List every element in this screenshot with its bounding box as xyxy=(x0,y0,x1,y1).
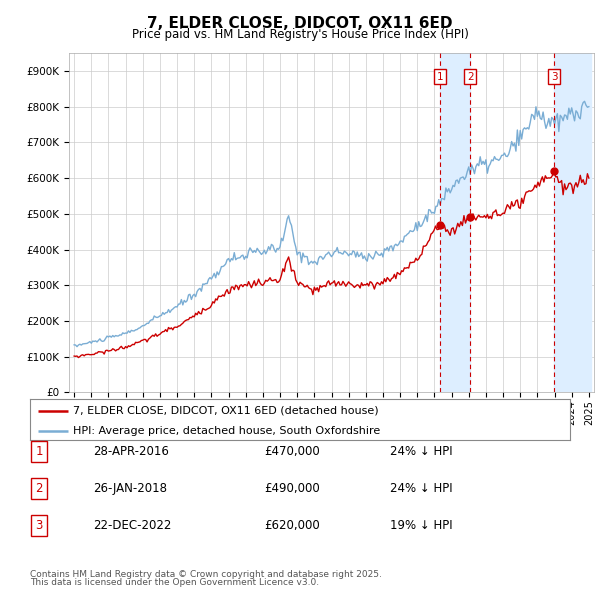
Bar xyxy=(440,53,470,392)
Text: 7, ELDER CLOSE, DIDCOT, OX11 6ED (detached house): 7, ELDER CLOSE, DIDCOT, OX11 6ED (detach… xyxy=(73,406,379,416)
Text: 7, ELDER CLOSE, DIDCOT, OX11 6ED: 7, ELDER CLOSE, DIDCOT, OX11 6ED xyxy=(147,16,453,31)
Text: 1: 1 xyxy=(437,72,443,82)
Text: 24% ↓ HPI: 24% ↓ HPI xyxy=(390,445,452,458)
Text: £620,000: £620,000 xyxy=(264,519,320,532)
Text: £490,000: £490,000 xyxy=(264,482,320,495)
Text: 26-JAN-2018: 26-JAN-2018 xyxy=(93,482,167,495)
Text: HPI: Average price, detached house, South Oxfordshire: HPI: Average price, detached house, Sout… xyxy=(73,426,380,436)
Text: 3: 3 xyxy=(35,519,43,532)
Text: 2: 2 xyxy=(467,72,473,82)
Bar xyxy=(554,53,590,392)
Text: This data is licensed under the Open Government Licence v3.0.: This data is licensed under the Open Gov… xyxy=(30,578,319,587)
Text: 2: 2 xyxy=(35,482,43,495)
Text: 19% ↓ HPI: 19% ↓ HPI xyxy=(390,519,452,532)
Text: 22-DEC-2022: 22-DEC-2022 xyxy=(93,519,172,532)
Text: £470,000: £470,000 xyxy=(264,445,320,458)
Text: 3: 3 xyxy=(551,72,557,82)
Text: 1: 1 xyxy=(35,445,43,458)
Text: Contains HM Land Registry data © Crown copyright and database right 2025.: Contains HM Land Registry data © Crown c… xyxy=(30,571,382,579)
Text: 28-APR-2016: 28-APR-2016 xyxy=(93,445,169,458)
Text: 24% ↓ HPI: 24% ↓ HPI xyxy=(390,482,452,495)
Text: Price paid vs. HM Land Registry's House Price Index (HPI): Price paid vs. HM Land Registry's House … xyxy=(131,28,469,41)
